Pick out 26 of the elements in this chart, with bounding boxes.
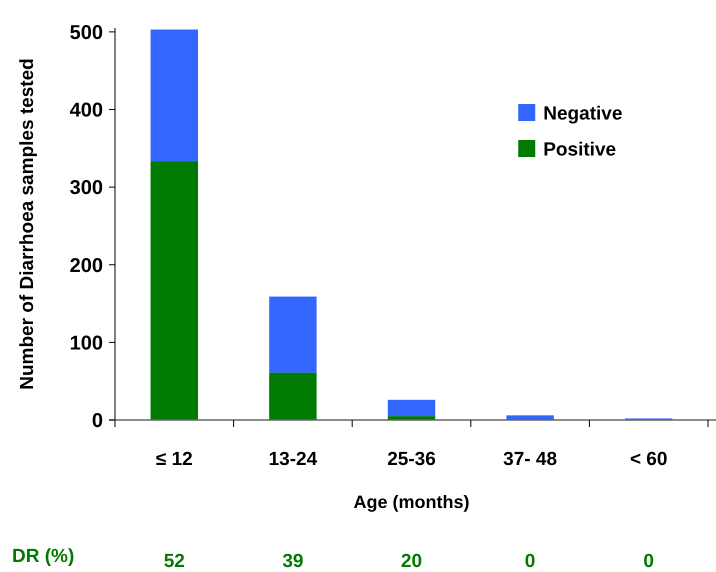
text: 0 bbox=[643, 551, 654, 572]
x-tick-label: ≤ 12 bbox=[156, 449, 193, 470]
bar bbox=[150, 162, 198, 420]
x-tick-label: < 60 bbox=[630, 449, 668, 470]
x-tick-label: 25-36 bbox=[387, 449, 436, 470]
x-tick-label: 13-24 bbox=[268, 449, 318, 470]
y-tick-label: 500 bbox=[70, 22, 103, 44]
y-tick-label: 100 bbox=[70, 332, 103, 354]
x-axis-title: Age (months) bbox=[354, 492, 470, 512]
legend-label: Positive bbox=[543, 140, 616, 161]
bar bbox=[388, 400, 436, 416]
bar bbox=[150, 30, 198, 162]
y-tick-label: 400 bbox=[70, 100, 103, 122]
y-tick-label: 200 bbox=[70, 254, 103, 277]
y-axis-title: Number of Diarrhoea samples tested bbox=[17, 58, 38, 390]
text: 0 bbox=[524, 551, 536, 572]
y-tick-label: 300 bbox=[70, 177, 103, 200]
text: 20 bbox=[400, 551, 422, 572]
bar bbox=[269, 296, 317, 373]
bar bbox=[269, 372, 317, 420]
y-tick-label: 0 bbox=[92, 410, 103, 432]
text: DR (%) bbox=[12, 546, 74, 567]
text: 39 bbox=[282, 551, 304, 572]
text: 52 bbox=[164, 551, 185, 572]
legend-label: Negative bbox=[543, 104, 622, 125]
x-tick-label: 37- 48 bbox=[503, 449, 558, 470]
